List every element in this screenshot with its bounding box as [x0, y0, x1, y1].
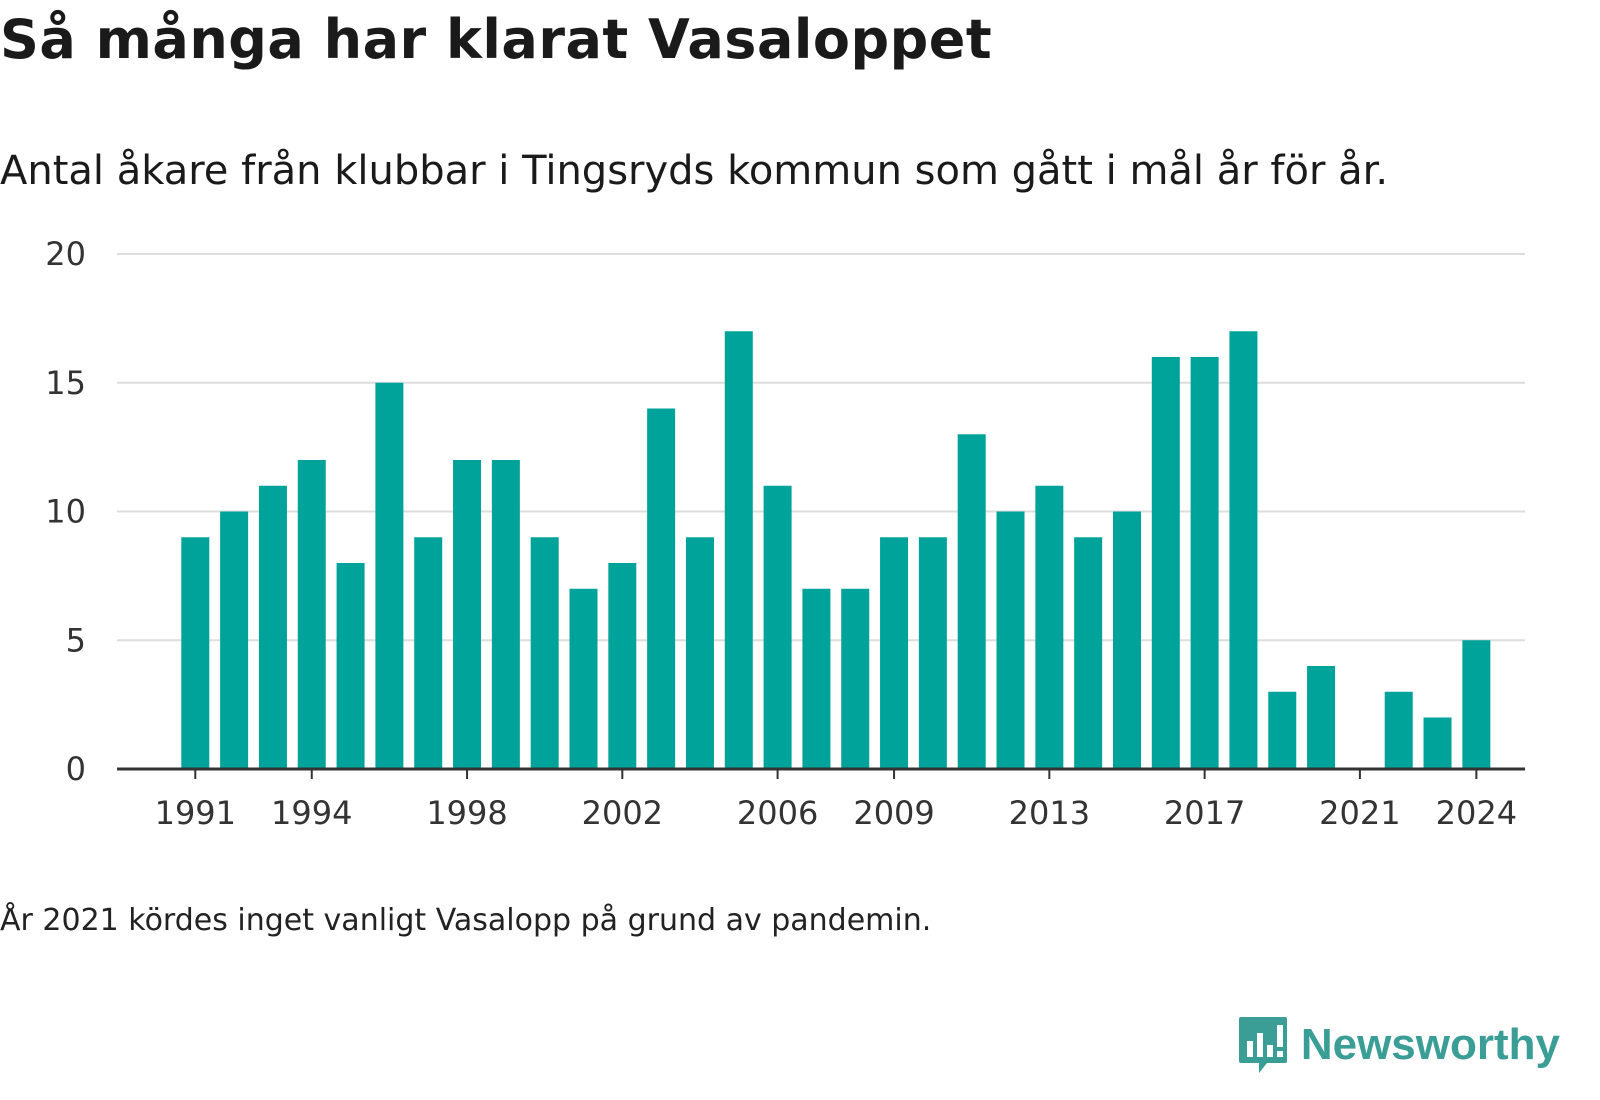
x-axis-tick-labels: 1991 1994 1998 2002 2006 2009 2013 2017 2021 2024 [155, 794, 1517, 832]
bar-2002 [608, 563, 637, 769]
bar-2022 [1384, 691, 1413, 769]
chart-title: Så många har klarat Vasaloppet [0, 8, 993, 71]
bar-2024 [1462, 640, 1491, 769]
bar-2009 [880, 537, 909, 769]
bar-1991 [181, 537, 210, 769]
y-tick-label-20: 20 [45, 235, 86, 273]
bar-1999 [491, 460, 520, 769]
x-tick-label-2024: 2024 [1436, 794, 1517, 832]
bar-2016 [1151, 357, 1180, 769]
x-tick-label-2006: 2006 [737, 794, 818, 832]
y-axis-tick-labels: 0 5 10 15 20 [45, 235, 86, 788]
newsworthy-logo: Newsworthy [1237, 1015, 1560, 1075]
bar-2015 [1112, 511, 1141, 769]
bar-chart: 0 5 10 15 20 1991 1994 1998 2002 2006 2009 2013 201… [45, 235, 1525, 832]
x-tick-label-2009: 2009 [853, 794, 934, 832]
bar-1997 [414, 537, 443, 769]
x-tick-label-1998: 1998 [426, 794, 507, 832]
x-tick-label-2013: 2013 [1009, 794, 1090, 832]
bar-2023 [1423, 717, 1452, 769]
y-tick-label-5: 5 [66, 621, 86, 659]
grid-lines [117, 253, 1525, 642]
footnote: År 2021 kördes inget vanligt Vasalopp på… [0, 903, 932, 938]
bar-2018 [1229, 331, 1258, 769]
bar-2000 [530, 537, 559, 769]
bar-1992 [220, 511, 249, 769]
bar-2019 [1268, 691, 1297, 769]
bars [181, 331, 1491, 769]
bar-2004 [685, 537, 714, 769]
bar-2008 [841, 588, 870, 769]
y-tick-label-0: 0 [66, 750, 86, 788]
x-tick-label-2002: 2002 [582, 794, 663, 832]
x-axis [117, 767, 1525, 779]
bar-2003 [647, 408, 676, 769]
bar-2001 [569, 588, 598, 769]
bar-2007 [802, 588, 831, 769]
y-tick-label-15: 15 [45, 364, 86, 402]
bar-2020 [1307, 666, 1336, 769]
x-tick-label-2021: 2021 [1319, 794, 1400, 832]
bar-2005 [724, 331, 753, 769]
bar-1996 [375, 382, 404, 769]
bar-1994 [297, 460, 326, 769]
bar-2010 [918, 537, 947, 769]
x-tick-label-2017: 2017 [1164, 794, 1245, 832]
bar-1995 [336, 563, 365, 769]
newsworthy-chart-bubble-icon [1238, 1017, 1287, 1073]
bar-2014 [1074, 537, 1103, 769]
logo-text: Newsworthy [1300, 1020, 1560, 1069]
bar-1998 [453, 460, 482, 769]
y-tick-label-10: 10 [45, 493, 86, 531]
bar-1993 [258, 485, 287, 769]
bar-2012 [996, 511, 1025, 769]
x-tick-label-1994: 1994 [271, 794, 352, 832]
x-tick-label-1991: 1991 [155, 794, 236, 832]
chart-subtitle: Antal åkare från klubbar i Tingsryds kom… [0, 148, 1389, 194]
bar-2006 [763, 485, 792, 769]
bar-2017 [1190, 357, 1219, 769]
bar-2011 [957, 434, 986, 769]
bar-2013 [1035, 485, 1064, 769]
